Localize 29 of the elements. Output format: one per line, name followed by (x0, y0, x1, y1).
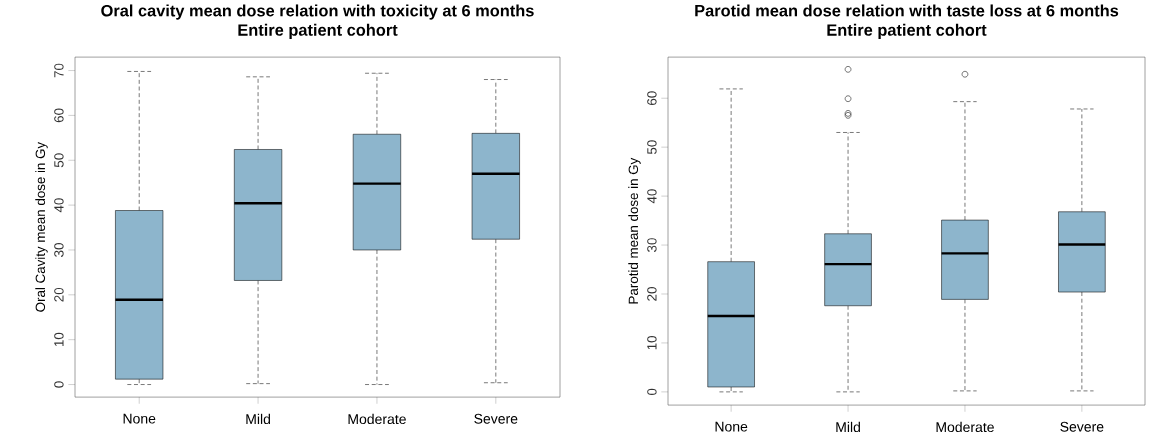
x-tick-label: Severe (474, 413, 518, 424)
y-tick-label: 60 (647, 91, 657, 105)
chart-subtitle: Entire patient cohort (827, 23, 987, 40)
y-tick-label: 20 (647, 287, 657, 301)
y-tick-label: 40 (54, 198, 64, 213)
chart-title: Parotid mean dose relation with taste loss at 6 months (695, 4, 1119, 17)
x-tick-label: Mild (836, 421, 860, 433)
y-tick-label: 30 (647, 238, 657, 252)
y-tick-label: 40 (647, 189, 657, 204)
y-tick-label: 0 (647, 388, 657, 396)
x-tick-label: Moderate (936, 421, 994, 433)
chart-title: Oral cavity mean dose relation with toxicity at 6 months (101, 4, 534, 20)
y-axis-title: Parotid mean dose in Gy (628, 157, 641, 304)
y-tick-label: 50 (647, 140, 657, 154)
y-tick-label: 60 (54, 108, 64, 123)
y-tick-label: 20 (54, 287, 64, 302)
chart-subtitle: Entire patient cohort (238, 23, 398, 40)
y-tick-label: 10 (647, 335, 657, 350)
y-tick-label: 50 (54, 153, 64, 168)
y-tick-label: 0 (54, 381, 64, 388)
y-tick-label: 70 (54, 63, 64, 78)
y-tick-label: 30 (54, 243, 64, 257)
x-tick-label: None (715, 421, 748, 432)
x-tick-label: None (123, 413, 156, 424)
y-axis-title: Oral Cavity mean dose in Gy (35, 141, 48, 312)
x-tick-label: Mild (246, 413, 270, 425)
y-tick-label: 10 (54, 332, 64, 347)
x-tick-label: Moderate (348, 413, 406, 425)
x-tick-label: Severe (1060, 421, 1104, 432)
